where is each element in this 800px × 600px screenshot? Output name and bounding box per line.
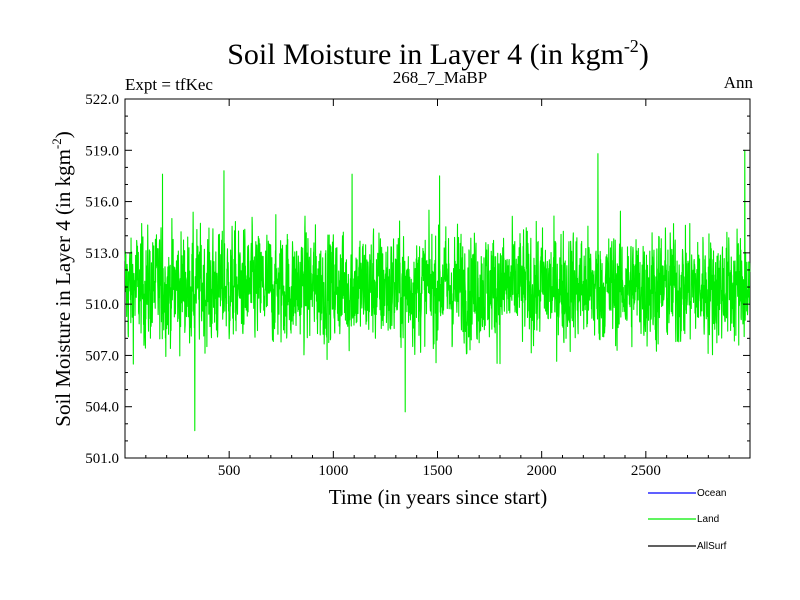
legend-label-land: Land (697, 514, 719, 525)
x-axis-label: Time (in years since start) (329, 485, 548, 509)
x-tick-label: 2000 (527, 463, 557, 479)
series-line-land (124, 149, 751, 432)
chart-subtitle: 268_7_MaBP (393, 68, 487, 87)
chart-title-close: ) (639, 38, 649, 71)
x-tick-label: 2500 (631, 463, 661, 479)
y-tick-label: 519.0 (85, 143, 119, 159)
y-tick-label: 507.0 (85, 348, 119, 364)
x-tick-label: 1000 (318, 463, 348, 479)
experiment-label: Expt = tfKec (125, 75, 213, 94)
y-axis-label-sup: -2 (49, 138, 64, 149)
y-axis: 501.0 504.0 507.0 510.0 513.0 516.0 519.0 522.0 (85, 92, 750, 467)
chart-title: Soil Moisture in Layer 4 (in kgm-2) (227, 36, 649, 71)
y-tick-label: 501.0 (85, 451, 119, 467)
y-axis-label-main: Soil Moisture in Layer 4 (in kgm (51, 149, 75, 427)
legend-label-allsurf: AllSurf (697, 541, 727, 552)
legend: Ocean Land AllSurf (648, 488, 727, 552)
y-tick-label: 513.0 (85, 246, 119, 262)
y-tick-label: 504.0 (85, 400, 119, 416)
y-tick-label: 510.0 (85, 297, 119, 313)
y-tick-label: 522.0 (85, 92, 119, 108)
chart-title-main: Soil Moisture in Layer 4 (in kgm (227, 38, 624, 71)
y-axis-label-close: ) (51, 131, 75, 138)
y-axis-label: Soil Moisture in Layer 4 (in kgm-2) (49, 131, 75, 426)
x-tick-label: 1500 (423, 463, 453, 479)
x-tick-label: 500 (218, 463, 241, 479)
series-layer (124, 149, 751, 432)
y-tick-label: 516.0 (85, 195, 119, 211)
x-axis: 500 1000 1500 2000 2500 (145, 99, 730, 479)
legend-label-ocean: Ocean (697, 488, 726, 499)
chart-title-sup: -2 (624, 36, 639, 56)
season-label: Ann (724, 73, 754, 92)
